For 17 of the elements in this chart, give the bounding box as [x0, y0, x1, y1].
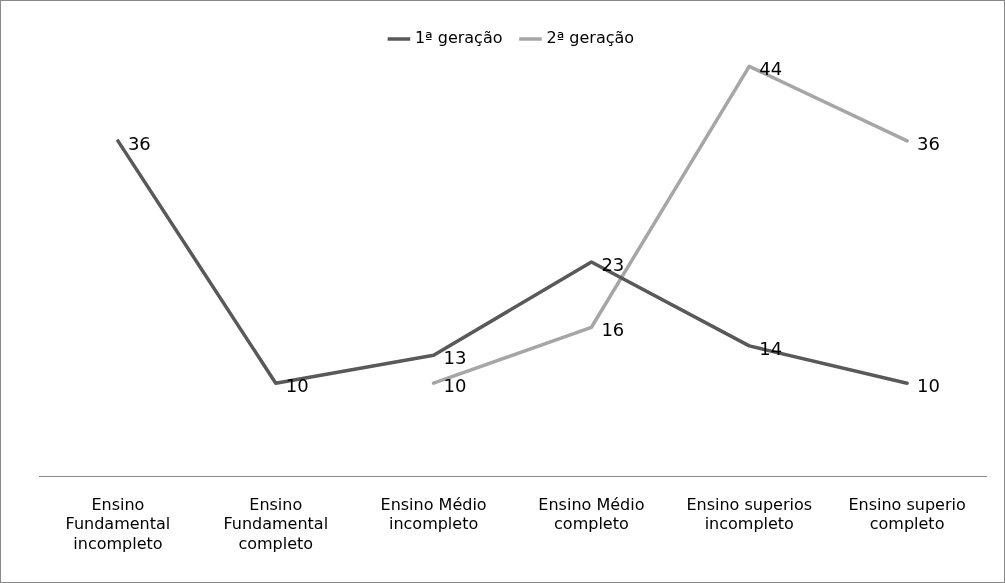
data-label: 13	[443, 346, 467, 368]
x-tick-label: Ensino Médio incompleto	[380, 495, 487, 534]
data-label: 16	[601, 318, 625, 340]
x-tick-label: Ensino Fundamental completo	[223, 495, 329, 553]
x-tick-label: Ensino superio completo	[848, 495, 966, 534]
data-label: 44	[759, 57, 783, 79]
x-tick-label: Ensino superios incompleto	[686, 495, 813, 534]
legend-label: 2ª geração	[546, 28, 635, 48]
data-label: 23	[601, 253, 625, 275]
x-tick-label: Ensino Fundamental incompleto	[65, 495, 171, 553]
legend-label: 1ª geração	[414, 28, 503, 48]
data-label: 36	[127, 132, 151, 154]
data-label: 10	[285, 374, 309, 396]
data-label: 10	[917, 374, 940, 396]
data-label: 10	[443, 374, 467, 396]
data-label: 36	[917, 132, 940, 154]
x-tick-label: Ensino Médio completo	[538, 495, 645, 534]
